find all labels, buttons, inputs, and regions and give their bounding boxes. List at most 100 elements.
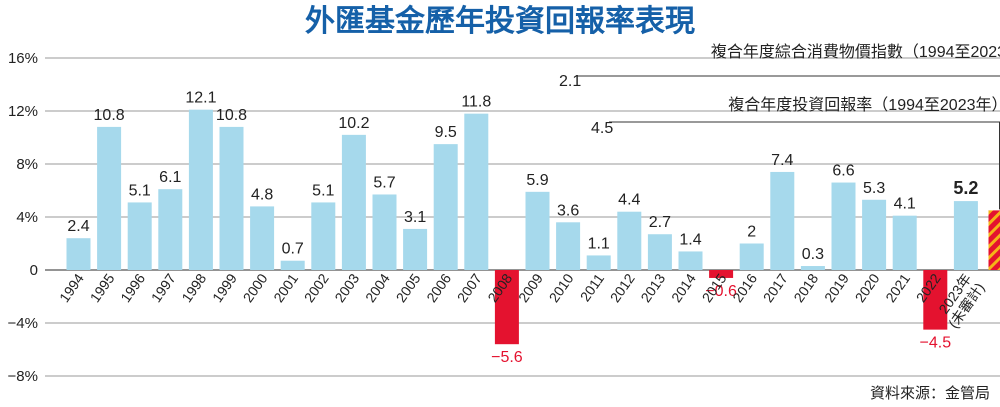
x-tick-label: 1994 — [56, 270, 87, 305]
value-label: 4.8 — [251, 186, 273, 203]
value-label: 6.1 — [159, 169, 181, 186]
value-label: 12.1 — [185, 90, 216, 107]
value-label: 7.4 — [771, 152, 793, 169]
value-label: 5.3 — [863, 180, 885, 197]
x-tick-label: 2021 — [882, 270, 913, 305]
x-tick-label: 2006 — [423, 270, 454, 305]
value-label: −4.5 — [920, 335, 952, 352]
x-tick-label: 2003 — [331, 270, 362, 305]
summary-label: 複合年度投資回報率（1994至2023年） — [728, 96, 1000, 114]
bar — [250, 206, 275, 270]
value-label: 4.1 — [894, 196, 916, 213]
bar — [892, 215, 917, 270]
value-label: 10.8 — [94, 107, 125, 124]
bar — [862, 199, 887, 270]
summary-value-label: 4.5 — [591, 120, 613, 137]
value-label: 5.7 — [373, 174, 395, 191]
y-axis-ticks: −8% −4% 0 4% 8% 12% 16% — [8, 50, 38, 385]
bar — [556, 222, 581, 270]
value-label: −5.6 — [491, 349, 523, 366]
bar — [188, 109, 213, 270]
bar — [831, 182, 856, 270]
value-label: −0.6 — [705, 283, 737, 300]
leader-line — [577, 75, 1000, 77]
value-label: 5.1 — [312, 182, 334, 199]
value-label: 11.8 — [461, 94, 491, 111]
y-tick-label: 16% — [8, 50, 38, 67]
value-label: 1.1 — [588, 235, 610, 252]
bar — [341, 134, 366, 270]
y-tick-label: 4% — [16, 209, 38, 226]
value-label: 0.3 — [802, 246, 824, 263]
x-tick-label: 1998 — [178, 270, 209, 305]
bar — [739, 243, 764, 270]
x-tick-label: 2012 — [607, 270, 638, 305]
bar — [66, 238, 91, 270]
x-tick-label: 2011 — [577, 270, 607, 304]
x-tick-label: 1999 — [209, 270, 240, 305]
bar — [311, 202, 336, 270]
summary-bar — [988, 210, 1000, 270]
x-tick-label: 2014 — [668, 270, 699, 305]
x-tick-label: 2004 — [362, 270, 393, 305]
bar — [525, 191, 550, 270]
x-tick-label: 1996 — [117, 270, 148, 305]
leader-line — [609, 121, 1000, 210]
value-label: 2 — [747, 224, 756, 241]
x-tick-label: 2017 — [760, 270, 791, 305]
bar — [647, 234, 672, 270]
x-tick-label: 1997 — [148, 270, 179, 305]
y-tick-label: 8% — [16, 156, 38, 173]
y-tick-label: 12% — [8, 103, 38, 120]
bar — [372, 194, 397, 270]
bar — [586, 255, 611, 270]
x-tick-label: 2009 — [515, 270, 546, 305]
y-tick-label: 0 — [30, 262, 38, 279]
bar — [953, 201, 978, 270]
summary-value-label: 2.1 — [559, 73, 581, 90]
bar — [433, 144, 458, 270]
value-label: 9.5 — [435, 124, 457, 141]
value-label: 0.7 — [282, 241, 304, 258]
x-tick-label: 2007 — [454, 270, 485, 305]
bar — [678, 251, 703, 270]
value-label: 2.7 — [649, 214, 671, 231]
bar — [617, 211, 642, 270]
value-label: 1.4 — [679, 231, 701, 248]
x-tick-label: 2013 — [637, 270, 668, 305]
bar — [800, 266, 825, 270]
value-label: 2.4 — [67, 218, 89, 235]
x-tick-label: 2000 — [240, 270, 271, 305]
bar — [97, 126, 122, 271]
y-tick-label: −4% — [8, 315, 38, 332]
value-label: 4.4 — [618, 192, 640, 209]
summary-annotations: 複合年度投資回報率（1994至2023年） 4.5 複合年度綜合消費物價指數（199… — [559, 43, 1000, 270]
x-tick-label: 2019 — [821, 270, 852, 305]
x-tick-label: 1995 — [87, 270, 118, 305]
x-tick-label: 2002 — [301, 270, 332, 305]
x-tick-label: 2001 — [270, 270, 301, 305]
x-tick-label: 2020 — [852, 270, 883, 305]
value-label: 3.6 — [557, 202, 579, 219]
bar — [127, 202, 152, 270]
value-label: 5.2 — [953, 178, 978, 198]
x-tick-label: 2010 — [546, 270, 577, 305]
x-axis-ticks: 1994 1995 1996 1997 1998 1999 2000 2001 2002 2003… — [56, 270, 988, 331]
bars — [66, 109, 978, 345]
bar — [158, 189, 183, 270]
summary-label: 複合年度綜合消費物價指數（1994至2023年） — [711, 43, 1000, 61]
x-tick-label: 2016 — [729, 270, 760, 305]
x-tick-label: 2005 — [393, 270, 424, 305]
bar — [923, 270, 948, 330]
value-label: 10.8 — [216, 107, 247, 124]
value-label: 5.1 — [129, 182, 151, 199]
x-tick-label: 2018 — [790, 270, 821, 305]
bar — [219, 126, 244, 271]
bar — [494, 270, 519, 345]
value-label: 10.2 — [338, 115, 369, 132]
bar — [403, 228, 428, 270]
bar — [464, 113, 489, 271]
value-label: 5.9 — [526, 172, 548, 189]
